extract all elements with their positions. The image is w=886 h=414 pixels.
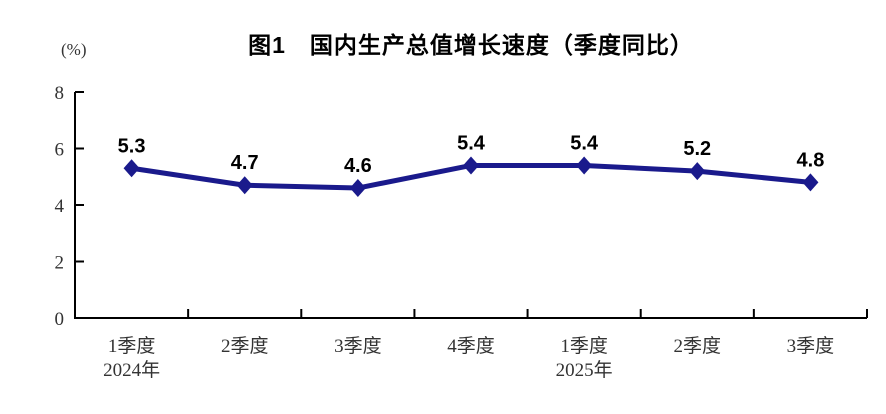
data-point-label: 4.7 (231, 152, 259, 174)
x-category-label: 2季度 (221, 335, 269, 357)
x-category-label: 4季度 (447, 335, 495, 357)
data-point-marker (576, 156, 593, 175)
data-point-marker (349, 179, 366, 198)
y-tick-label: 0 (55, 309, 65, 330)
y-axis-unit-label: (%) (61, 40, 87, 59)
axis-lines (74, 92, 867, 319)
x-category-label: 3季度 (334, 335, 382, 357)
data-point-marker (463, 156, 479, 175)
chart-title: 图1 国内生产总值增长速度（季度同比） (248, 32, 694, 58)
x-year-label: 2024年 (103, 359, 160, 381)
y-tick-label: 4 (55, 196, 65, 217)
y-tick-label: 8 (55, 83, 65, 104)
data-point-label: 4.8 (797, 149, 825, 171)
data-point-marker (236, 176, 253, 195)
data-point-label: 5.2 (683, 138, 711, 160)
y-tick-label: 2 (55, 253, 65, 274)
x-category-label: 3季度 (787, 335, 835, 357)
x-category-label: 1季度 (108, 335, 156, 357)
data-point-label: 5.4 (570, 132, 599, 154)
data-point-marker (689, 162, 706, 181)
x-year-label: 2025年 (556, 359, 613, 381)
x-category-label: 2季度 (674, 335, 722, 357)
data-point-label: 4.6 (344, 155, 372, 177)
y-tick-label: 6 (55, 140, 65, 161)
data-point-label: 5.3 (118, 135, 146, 157)
data-point-marker (802, 173, 819, 192)
data-point-label: 5.4 (457, 132, 486, 154)
data-point-marker (123, 159, 140, 178)
x-category-label: 1季度 (560, 335, 608, 357)
